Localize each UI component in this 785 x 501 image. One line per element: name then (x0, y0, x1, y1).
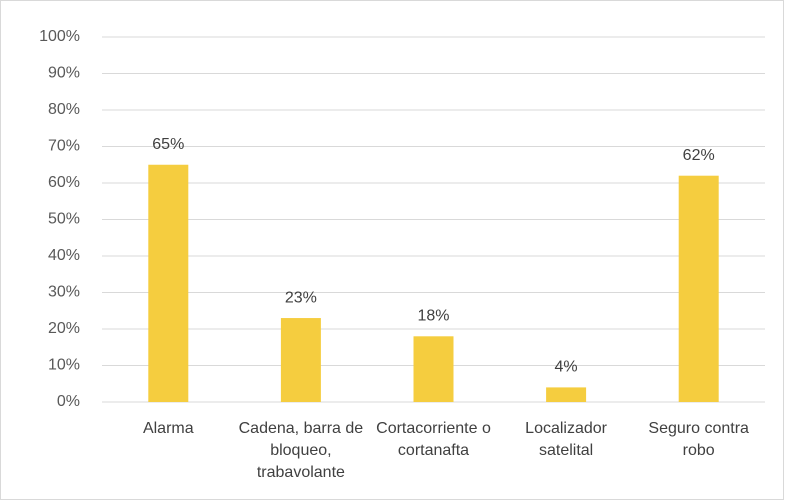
y-tick-label: 0% (57, 393, 80, 410)
bar (413, 336, 454, 402)
value-label: 62% (683, 147, 715, 164)
bar (280, 318, 321, 402)
value-label: 4% (555, 359, 578, 376)
value-label: 18% (417, 308, 449, 325)
y-tick-label: 50% (48, 211, 80, 228)
x-tick-label: Alarma (142, 420, 194, 437)
x-tick-label: Seguro contra robo (648, 420, 749, 459)
x-tick-label: Cadena, barra de bloqueo, trabavolante (238, 420, 364, 481)
x-tick-label: Cortacorriente o cortanafta (376, 420, 491, 459)
value-label: 23% (285, 289, 317, 306)
bar (148, 164, 189, 402)
x-tick-label: Localizador satelital (525, 420, 607, 459)
y-tick-label: 90% (48, 65, 80, 82)
y-tick-label: 60% (48, 174, 80, 191)
y-tick-label: 10% (48, 357, 80, 374)
y-tick-label: 40% (48, 247, 80, 264)
y-tick-label: 100% (39, 28, 80, 45)
bar (678, 175, 719, 402)
y-tick-label: 30% (48, 284, 80, 301)
y-tick-label: 20% (48, 320, 80, 337)
y-tick-label: 70% (48, 138, 80, 155)
y-tick-label: 80% (48, 101, 80, 118)
bar (546, 387, 587, 402)
value-label: 65% (152, 136, 184, 153)
